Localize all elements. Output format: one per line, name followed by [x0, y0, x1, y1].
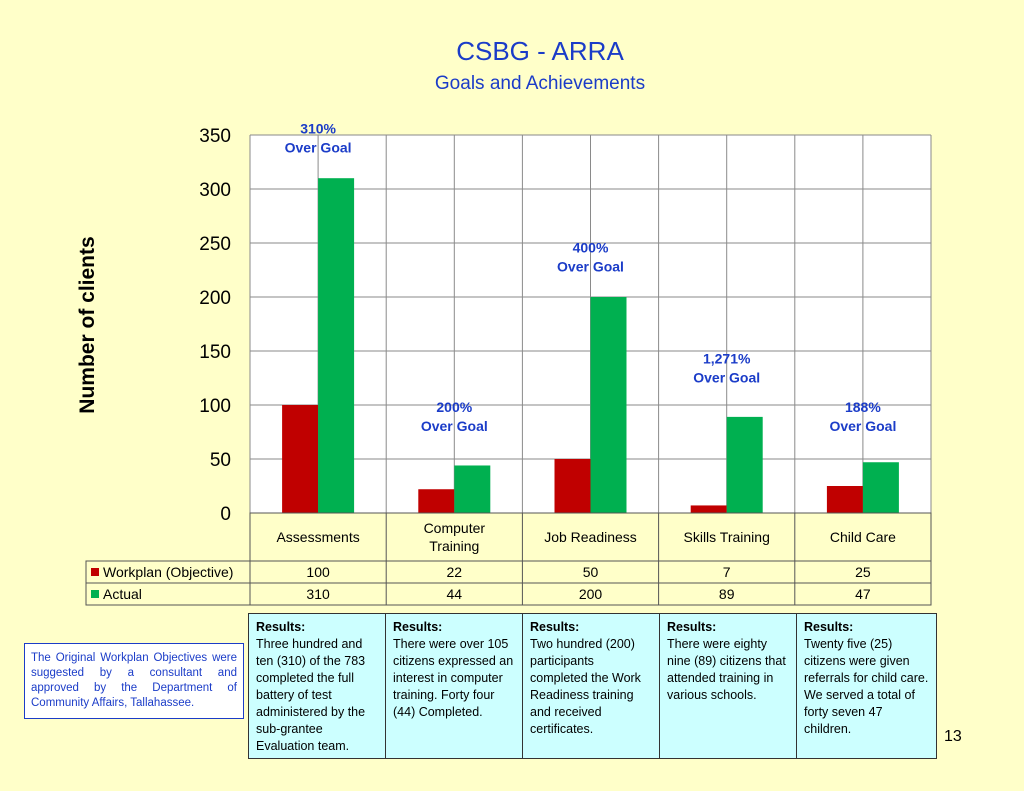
category-line: Computer [424, 520, 486, 536]
table-value: 47 [855, 586, 871, 602]
chart-title: CSBG - ARRA [456, 36, 624, 66]
x-category-label: Child Care [830, 529, 896, 545]
y-tick-label: 150 [199, 342, 231, 363]
annotation-line: 400% [573, 239, 609, 255]
y-tick-label: 100 [199, 396, 231, 417]
annotation-line: Over Goal [829, 418, 896, 434]
result-title: Results: [256, 620, 306, 634]
annotation-line: 310% [300, 121, 336, 137]
result-cell-computer-training: Results: There were over 105 citizens ex… [386, 614, 523, 758]
bar-actual [590, 297, 627, 513]
x-category-label: Skills Training [684, 529, 770, 545]
bar-workplan [554, 459, 591, 513]
table-value: 100 [306, 564, 330, 580]
category-line: Child Care [830, 529, 896, 545]
bar-workplan [690, 505, 727, 513]
x-category-label: Computer Training [424, 520, 486, 554]
table-value: 310 [306, 586, 330, 602]
table-value: 200 [579, 586, 603, 602]
legend-label: Workplan (Objective) [103, 564, 233, 580]
result-title: Results: [804, 620, 854, 634]
result-title: Results: [530, 620, 580, 634]
table-value: 7 [723, 564, 731, 580]
y-tick-label: 200 [199, 288, 231, 309]
result-text: There were eighty nine (89) citizens tha… [667, 637, 786, 702]
result-cell-assessments: Results: Three hundred and ten (310) of … [249, 614, 386, 758]
category-line: Skills Training [684, 529, 770, 545]
over-goal-annotation: 1,271% Over Goal [693, 351, 760, 386]
y-tick-label: 250 [199, 234, 231, 255]
category-line: Job Readiness [544, 529, 637, 545]
y-tick-label: 300 [199, 180, 231, 201]
bar-actual [454, 465, 491, 513]
page-number: 13 [944, 728, 962, 745]
category-line: Training [429, 538, 479, 554]
bar-workplan [826, 486, 863, 513]
bar-actual [726, 416, 763, 513]
result-text: Twenty five (25) citizens were given ref… [804, 637, 929, 736]
annotation-line: Over Goal [693, 370, 760, 386]
legend-label: Actual [103, 586, 142, 602]
y-tick-label: 50 [210, 450, 231, 471]
annotation-line: Over Goal [285, 140, 352, 156]
result-cell-child-care: Results: Twenty five (25) citizens were … [797, 614, 936, 758]
chart-subtitle: Goals and Achievements [434, 73, 646, 94]
result-text: There were over 105 citizens expressed a… [393, 637, 514, 719]
over-goal-annotation: 188% Over Goal [829, 399, 896, 434]
bar-workplan [418, 489, 455, 513]
result-cell-skills-training: Results: There were eighty nine (89) cit… [660, 614, 797, 758]
legend-swatch [91, 590, 99, 598]
workplan-note: The Original Workplan Objectives were su… [24, 643, 244, 719]
annotation-line: 188% [845, 399, 881, 415]
over-goal-annotation: 400% Over Goal [557, 239, 624, 274]
table-value: 44 [447, 586, 463, 602]
table-value: 25 [855, 564, 871, 580]
over-goal-annotation: 200% Over Goal [421, 399, 488, 434]
table-value: 50 [583, 564, 599, 580]
table-value: 22 [447, 564, 463, 580]
bar-chart: 0 50 100 150 200 250 300 350 310% Over Goal 200% Ov… [85, 121, 932, 606]
bar-actual [318, 178, 355, 513]
y-tick-label: 350 [199, 126, 231, 147]
bar-workplan [282, 405, 319, 513]
annotation-line: 200% [436, 399, 472, 415]
results-table: Results: Three hundred and ten (310) of … [248, 613, 937, 759]
x-category-label: Job Readiness [544, 529, 637, 545]
result-title: Results: [393, 620, 443, 634]
legend-swatch [91, 568, 99, 576]
table-value: 89 [719, 586, 735, 602]
x-category-label: Assessments [276, 529, 359, 545]
over-goal-annotation: 310% Over Goal [285, 121, 352, 156]
result-cell-job-readiness: Results: Two hundred (200) participants … [523, 614, 660, 758]
annotation-line: Over Goal [557, 258, 624, 274]
result-text: Three hundred and ten (310) of the 783 c… [256, 637, 366, 753]
result-title: Results: [667, 620, 717, 634]
y-tick-label: 0 [220, 504, 231, 525]
result-text: Two hundred (200) participants completed… [530, 637, 641, 736]
bar-actual [862, 462, 899, 513]
annotation-line: Over Goal [421, 418, 488, 434]
annotation-line: 1,271% [703, 351, 751, 367]
category-line: Assessments [276, 529, 359, 545]
